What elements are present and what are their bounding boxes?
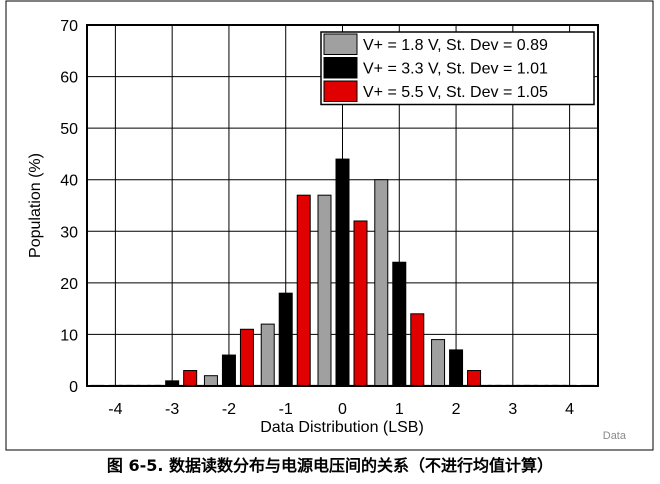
bar: [392, 261, 407, 387]
bar: [296, 194, 311, 387]
bar: [374, 179, 389, 387]
y-tick-label: 60: [60, 70, 78, 87]
x-tick-label: 1: [395, 401, 404, 418]
x-axis-label: Data Distribution (LSB): [260, 419, 424, 436]
source-label: Data: [602, 430, 626, 442]
bar: [183, 370, 198, 387]
x-tick-label: -2: [222, 401, 236, 418]
y-tick-label: 30: [60, 224, 78, 241]
bar: [449, 349, 464, 387]
y-axis-label: Population (%): [27, 153, 44, 258]
y-tick-label: 20: [60, 276, 78, 293]
plot-area-border: [86, 24, 599, 387]
legend-swatch: [323, 57, 358, 79]
bar: [410, 313, 425, 387]
bar: [317, 194, 332, 387]
legend-label: V+ = 1.8 V, St. Dev = 0.89: [363, 37, 548, 54]
legend-label: V+ = 3.3 V, St. Dev = 1.01: [363, 61, 548, 78]
x-tick-label: 4: [565, 401, 574, 418]
bar: [221, 354, 236, 387]
x-tick-label: -4: [108, 401, 122, 418]
x-tick-label: 3: [508, 401, 517, 418]
bar: [431, 339, 446, 387]
legend-swatch: [323, 80, 358, 102]
y-tick-label: 70: [60, 18, 78, 35]
bar: [239, 328, 254, 387]
legend-label: V+ = 5.5 V, St. Dev = 1.05: [363, 84, 548, 101]
y-tick-label: 50: [60, 121, 78, 138]
x-tick-label: 2: [452, 401, 461, 418]
bar: [353, 220, 368, 387]
y-tick-label: 10: [60, 327, 78, 344]
y-tick-label: 40: [60, 173, 78, 190]
x-tick-label: 0: [338, 401, 347, 418]
legend: V+ = 1.8 V, St. Dev = 0.89 V+ = 3.3 V, St…: [320, 31, 595, 106]
x-tick-label: -1: [279, 401, 293, 418]
bar: [278, 292, 293, 387]
legend-swatch: [323, 33, 358, 55]
bar: [335, 158, 350, 387]
x-tick-label: -3: [165, 401, 179, 418]
figure-caption: 图 6-5. 数据读数分布与电源电压间的关系（不进行均值计算）: [106, 456, 554, 475]
bar: [260, 323, 275, 387]
legend-box: [320, 31, 595, 106]
y-tick-label: 0: [69, 379, 78, 396]
bar: [203, 375, 218, 387]
bar: [467, 370, 482, 387]
